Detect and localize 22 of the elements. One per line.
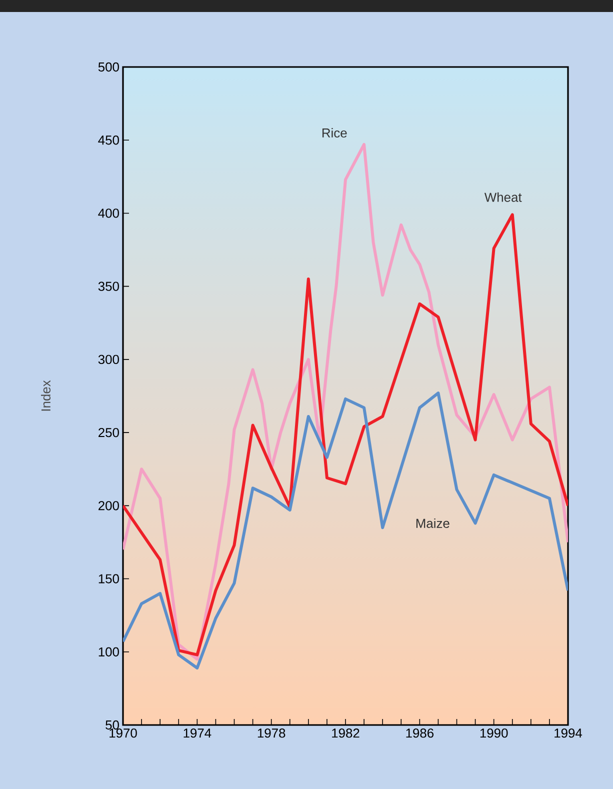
y-tick-label: 450 <box>98 136 119 145</box>
x-tick-label: 1990 <box>480 728 508 738</box>
y-tick-label: 250 <box>98 428 119 438</box>
y-tick-label: 50 <box>106 720 119 730</box>
y-tick-label: 400 <box>98 208 119 218</box>
line-series <box>123 392 568 670</box>
y-tick-label: 150 <box>98 574 119 584</box>
y-axis-title: Index <box>40 380 51 411</box>
y-tick-label: 500 <box>98 62 119 72</box>
y-tick-label: 100 <box>98 647 119 656</box>
series-label: Rice <box>322 128 347 138</box>
series-label: Wheat <box>484 192 522 202</box>
x-tick-label: 1970 <box>110 728 137 738</box>
x-tick-label: 1994 <box>554 728 582 738</box>
y-tick-label: 200 <box>98 501 119 510</box>
y-tick-label: 300 <box>98 354 119 364</box>
x-tick-label: 1986 <box>406 728 434 738</box>
x-tick-label: 1974 <box>184 728 212 738</box>
series-label: Maize <box>416 518 450 528</box>
x-tick-label: 1982 <box>332 728 360 738</box>
x-tick-label: 1978 <box>258 728 286 738</box>
y-tick-label: 350 <box>98 282 119 291</box>
